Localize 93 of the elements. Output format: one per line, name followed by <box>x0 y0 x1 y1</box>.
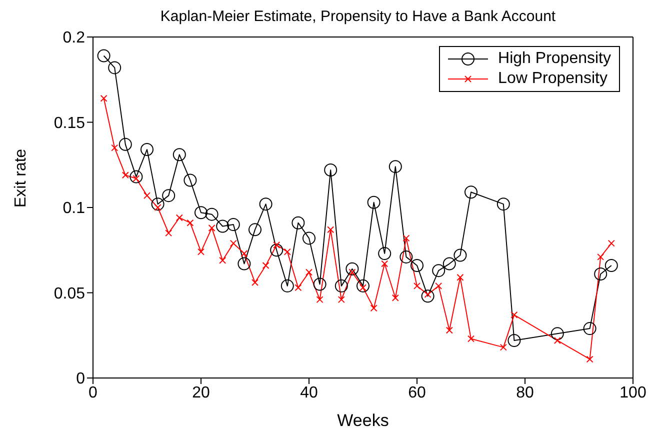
point <box>597 253 604 260</box>
y-axis-title: Exit rate <box>12 148 30 208</box>
point <box>508 334 521 347</box>
point <box>302 232 316 245</box>
x-tick-label: 100 <box>620 384 646 402</box>
point <box>294 284 302 292</box>
point <box>108 61 122 74</box>
point <box>594 267 608 280</box>
point <box>370 304 378 312</box>
point <box>381 260 388 268</box>
point <box>432 264 446 278</box>
point <box>435 282 442 290</box>
point <box>226 218 240 232</box>
point <box>456 274 464 281</box>
point <box>306 268 312 276</box>
x-tick-label: 40 <box>300 384 318 402</box>
point <box>313 278 326 291</box>
point <box>270 244 284 257</box>
point <box>205 208 218 221</box>
point <box>500 344 507 351</box>
point <box>464 186 478 199</box>
point <box>198 248 204 256</box>
point <box>468 335 474 342</box>
x-tick-label: 60 <box>408 384 426 402</box>
point <box>446 326 453 334</box>
point <box>140 143 154 156</box>
point <box>151 198 164 211</box>
point <box>97 49 110 62</box>
point <box>414 282 420 290</box>
point <box>230 240 237 247</box>
point <box>400 250 413 264</box>
point <box>378 247 392 260</box>
point <box>259 198 272 211</box>
point <box>550 327 564 340</box>
point <box>122 172 129 179</box>
point <box>262 262 270 269</box>
point <box>162 189 176 202</box>
point <box>338 296 345 304</box>
point <box>608 240 615 247</box>
x-axis-title: Weeks <box>337 411 389 430</box>
point <box>284 248 291 256</box>
point <box>100 94 108 102</box>
point <box>324 163 338 176</box>
point <box>292 216 305 230</box>
point <box>111 144 118 152</box>
point <box>334 279 348 292</box>
point <box>392 294 399 302</box>
y-tick-label: 0.15 <box>54 114 86 132</box>
point <box>280 279 294 292</box>
point <box>327 226 334 234</box>
point <box>208 224 216 232</box>
y-tick-label: 0.1 <box>62 200 86 218</box>
point <box>176 214 183 222</box>
point <box>604 258 618 272</box>
chart-title: Kaplan-Meier Estimate, Propensity to Have a Bank Account <box>159 8 557 27</box>
point <box>454 248 467 262</box>
point <box>421 290 434 303</box>
point <box>586 356 594 363</box>
y-tick-label: 0.2 <box>62 30 86 47</box>
point <box>240 250 248 258</box>
point <box>583 322 596 336</box>
point <box>194 206 208 220</box>
point <box>346 262 359 276</box>
x-tick-label: 0 <box>88 384 98 402</box>
point <box>273 242 280 249</box>
point <box>367 196 380 209</box>
point <box>144 192 150 200</box>
point <box>172 148 186 162</box>
y-tick-label: 0.05 <box>54 285 86 302</box>
legend-label: High Propensity <box>498 49 611 69</box>
point <box>410 258 424 272</box>
x-tick-label: 20 <box>192 384 210 402</box>
point <box>252 279 258 286</box>
legend-label: Low Propensity <box>498 69 608 89</box>
point <box>165 230 172 237</box>
point <box>219 256 226 264</box>
point <box>554 336 561 344</box>
point <box>238 257 251 270</box>
point <box>388 160 402 174</box>
point <box>510 311 518 318</box>
x-tick-label: 80 <box>516 384 534 402</box>
point <box>118 138 132 151</box>
point <box>216 220 230 233</box>
point <box>402 234 410 242</box>
point <box>356 279 370 292</box>
y-tick-label: 0 <box>76 370 86 388</box>
point <box>130 170 143 184</box>
point <box>186 219 194 226</box>
point <box>184 174 197 187</box>
point <box>496 198 510 211</box>
point <box>248 223 262 236</box>
point <box>316 296 324 304</box>
point <box>442 257 456 270</box>
